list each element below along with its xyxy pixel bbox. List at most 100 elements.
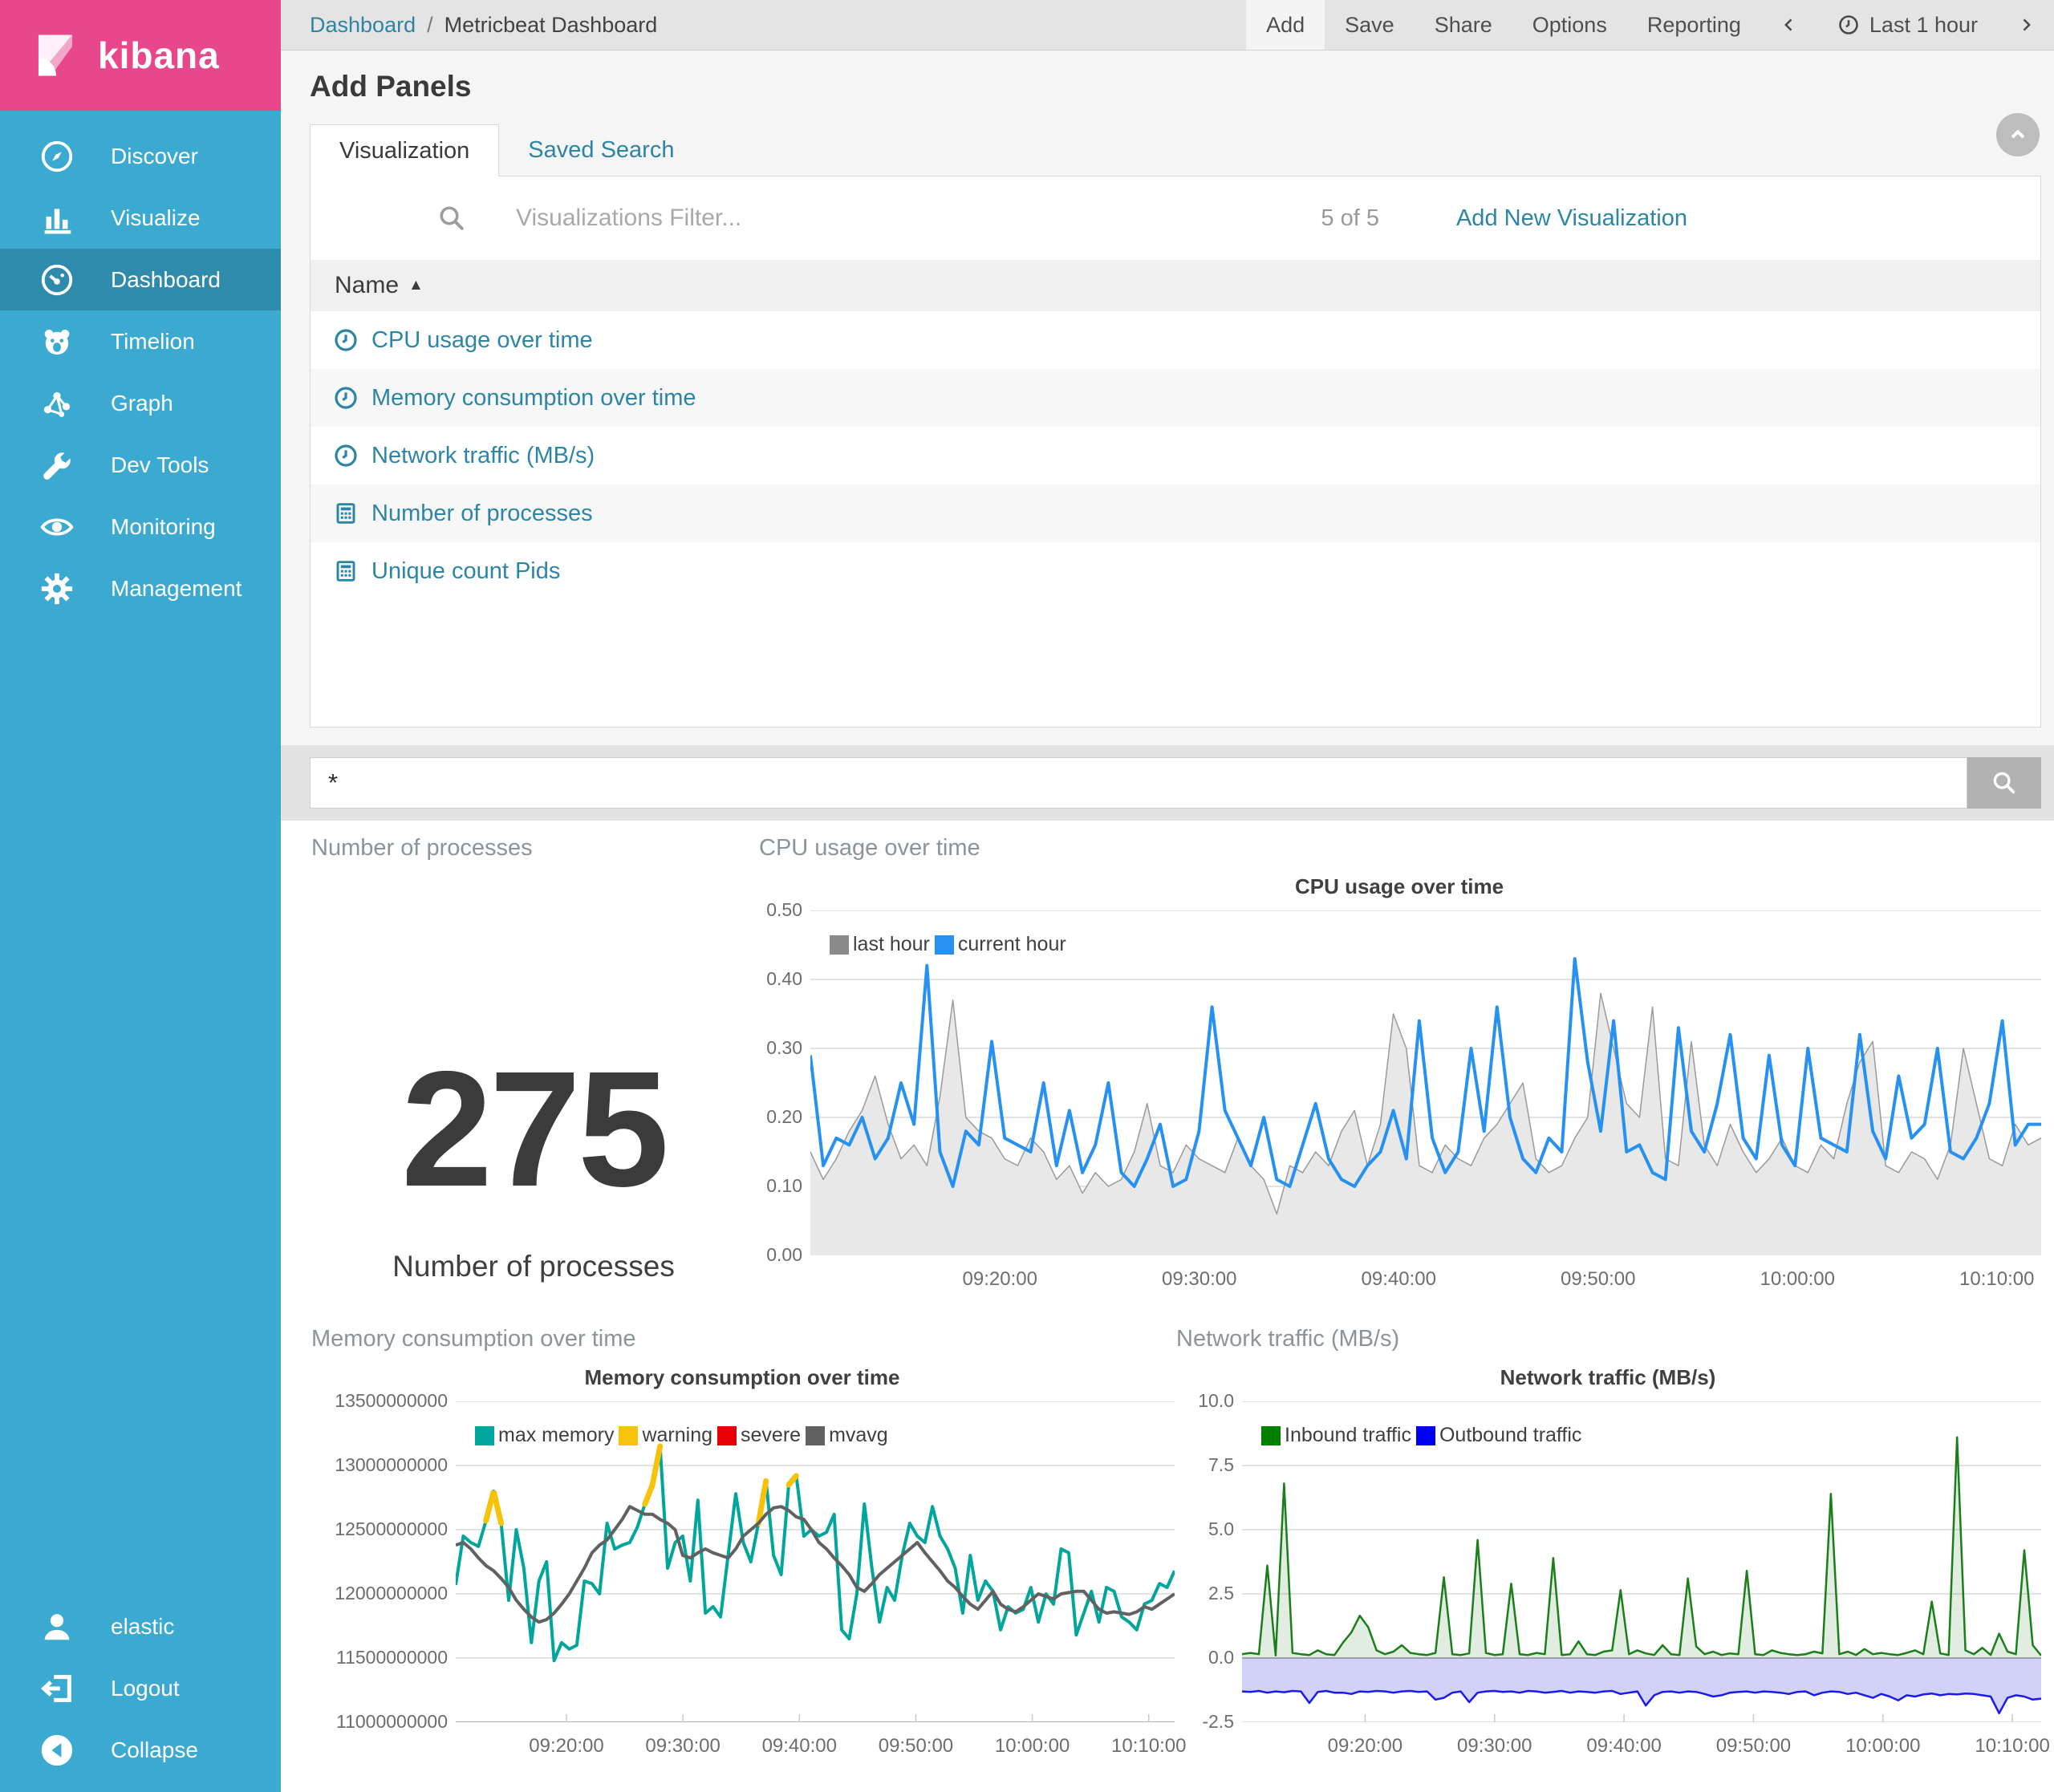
Outbound traffic-line <box>1241 1689 2042 1715</box>
tab-visualization[interactable]: Visualization <box>310 124 500 176</box>
time-forward-button[interactable] <box>1998 0 2054 50</box>
list-item-cpu-usage[interactable]: CPU usage over time <box>311 311 2040 369</box>
panel-memory-consumption[interactable]: Memory consumption over time Memory cons… <box>310 1316 1186 1762</box>
sidebar: kibana Discover Visualize Dashboard Time… <box>0 0 281 1792</box>
topbar-menu: Add Save Share Options Reporting Last 1 … <box>1246 0 2054 50</box>
y-tick-label: 2.5 <box>1208 1583 1234 1603</box>
panel-network-traffic[interactable]: Network traffic (MB/s) Network traffic (… <box>1175 1316 2050 1762</box>
warning-segment <box>785 1473 799 1488</box>
clock-icon <box>335 329 357 351</box>
collapse-panel-button[interactable] <box>1996 113 2040 156</box>
menu-save[interactable]: Save <box>1345 12 1394 37</box>
legend-item[interactable]: last hour <box>830 933 930 956</box>
y-tick-label: 13000000000 <box>335 1454 448 1475</box>
kibana-logo-icon <box>38 34 73 76</box>
y-axis: 13500000000 13000000000 12500000000 1200000… <box>310 1390 456 1732</box>
legend-item[interactable]: Outbound traffic <box>1415 1424 1581 1447</box>
x-tick-label: 09:20:00 <box>1327 1735 1403 1757</box>
legend-item[interactable]: severe <box>717 1424 801 1447</box>
kibana-logo[interactable]: kibana <box>0 0 281 111</box>
sidebar-item-management[interactable]: Management <box>0 557 281 619</box>
metric-value: 275 <box>400 1037 669 1221</box>
menu-share[interactable]: Share <box>1434 12 1492 37</box>
add-new-visualization-link[interactable]: Add New Visualization <box>1455 205 1687 231</box>
menu-add[interactable]: Add <box>1246 0 1325 50</box>
x-tick-label: 09:30:00 <box>1162 1268 1237 1290</box>
menu-reporting[interactable]: Reporting <box>1646 12 1741 37</box>
legend-swatch <box>830 935 849 955</box>
visualizations-filter-input[interactable] <box>516 205 1302 232</box>
last hour-area <box>810 993 2041 1255</box>
list-item-unique-count-pids[interactable]: Unique count Pids <box>311 542 2040 600</box>
page-title: Add Panels <box>310 70 472 103</box>
y-tick-label: 0.30 <box>766 1037 802 1058</box>
plot-area: last hour current hour 09:20:00 09:30:00 09… <box>809 910 2042 1295</box>
chevron-right-icon <box>2023 18 2031 31</box>
sidebar-item-collapse[interactable]: Collapse <box>0 1719 281 1781</box>
breadcrumb: Dashboard / Metricbeat Dashboard <box>281 0 657 50</box>
x-axis: 09:20:00 09:30:00 09:40:00 09:50:00 10:00:00… <box>810 1255 2041 1295</box>
memory-consumption-svg <box>454 1401 1176 1723</box>
y-tick-label: 13500000000 <box>335 1390 448 1411</box>
clock-icon <box>335 387 357 409</box>
time-back-button[interactable] <box>1761 0 1817 50</box>
sidebar-item-monitoring[interactable]: Monitoring <box>0 496 281 557</box>
search-icon <box>1993 772 2015 794</box>
panel-number-of-processes[interactable]: Number of processes 275 Number of proces… <box>310 825 757 1295</box>
x-tick-label: 09:20:00 <box>962 1268 1037 1290</box>
legend-item[interactable]: warning <box>619 1424 712 1447</box>
filter-row: 5 of 5 Add New Visualization <box>311 176 2040 260</box>
x-tick-label: 10:10:00 <box>1111 1735 1187 1757</box>
x-tick-label: 10:00:00 <box>1760 1268 1835 1290</box>
list-item-network-traffic[interactable]: Network traffic (MB/s) <box>311 427 2040 484</box>
chart-legend: Inbound traffic Outbound traffic <box>1261 1424 1586 1447</box>
x-tick-label: 10:10:00 <box>1959 1268 2035 1290</box>
network-traffic-svg <box>1241 1401 2042 1723</box>
clock-icon <box>335 444 357 467</box>
sidebar-item-timelion[interactable]: Timelion <box>0 310 281 372</box>
logout-icon <box>41 1674 71 1702</box>
sidebar-item-discover[interactable]: Discover <box>0 125 281 187</box>
sidebar-item-dashboard[interactable]: Dashboard <box>0 249 281 310</box>
legend-item[interactable]: Inbound traffic <box>1261 1424 1411 1447</box>
sidebar-item-logout[interactable]: Logout <box>0 1657 281 1719</box>
x-tick-label: 09:30:00 <box>1457 1735 1532 1757</box>
legend-item[interactable]: max memory <box>475 1424 614 1447</box>
legend-swatch <box>619 1425 639 1445</box>
time-picker[interactable]: Last 1 hour <box>1817 0 1998 50</box>
list-item-number-of-processes[interactable]: Number of processes <box>311 484 2040 542</box>
query-search-button[interactable] <box>1967 757 2041 809</box>
y-tick-label: 0.00 <box>766 1244 802 1265</box>
sidebar-item-visualize[interactable]: Visualize <box>0 187 281 249</box>
tab-saved-search[interactable]: Saved Search <box>528 137 675 163</box>
x-tick-label: 10:00:00 <box>1845 1735 1921 1757</box>
add-panels-section: Add Panels Visualization Saved Search 5 … <box>281 51 2054 821</box>
chart-body: 10.0 7.5 5.0 2.5 0.0 -2.5 Inbound traffic Outb… <box>1175 1390 2050 1762</box>
sidebar-item-label: elastic <box>111 1613 175 1639</box>
breadcrumb-separator: / <box>427 12 433 37</box>
y-tick-label: 0.20 <box>766 1106 802 1127</box>
sidebar-item-user-elastic[interactable]: elastic <box>0 1595 281 1657</box>
x-tick-label: 09:40:00 <box>1586 1735 1662 1757</box>
y-tick-label: 12000000000 <box>335 1583 448 1603</box>
panel-cpu-usage[interactable]: CPU usage over time CPU usage over time … <box>757 825 2042 1295</box>
table-header-name[interactable]: Name ▲ <box>311 260 2040 311</box>
menu-options[interactable]: Options <box>1532 12 1607 37</box>
sidebar-item-graph[interactable]: Graph <box>0 372 281 434</box>
sidebar-item-label: Timelion <box>111 328 195 354</box>
legend-item[interactable]: mvavg <box>806 1424 888 1447</box>
result-count: 5 of 5 <box>1321 205 1379 231</box>
search-icon <box>440 206 464 230</box>
query-input[interactable] <box>310 757 1967 809</box>
graph-network-icon <box>43 391 71 417</box>
list-item-memory-consumption[interactable]: Memory consumption over time <box>311 369 2040 427</box>
breadcrumb-current: Metricbeat Dashboard <box>444 12 658 37</box>
clock-icon <box>1839 15 1858 34</box>
legend-item[interactable]: current hour <box>934 933 1066 956</box>
sidebar-item-dev-tools[interactable]: Dev Tools <box>0 434 281 496</box>
chevron-up-icon <box>2011 129 2025 139</box>
wrench-icon <box>43 452 71 480</box>
breadcrumb-dashboard-link[interactable]: Dashboard <box>310 12 416 37</box>
metric-visualization: 275 Number of processes <box>310 866 757 1283</box>
